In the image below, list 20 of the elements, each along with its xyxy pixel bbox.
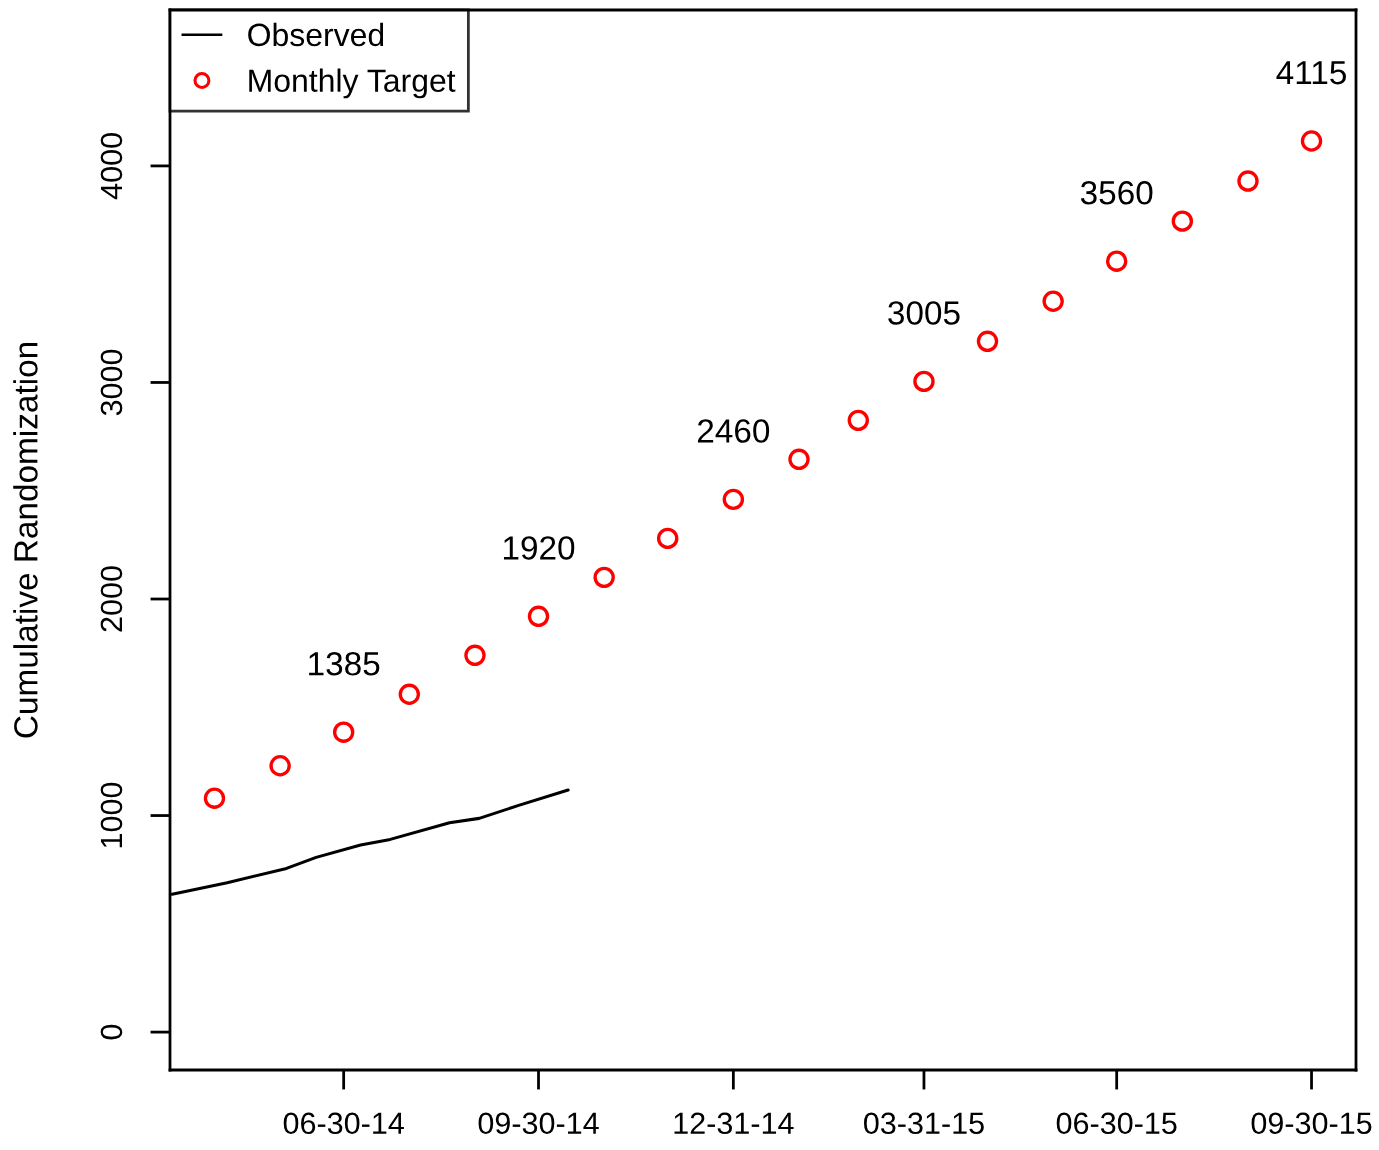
data-label: 2460 <box>697 419 770 443</box>
x-tick-label: 06-30-15 <box>1056 1112 1177 1135</box>
y-axis-title: Cumulative Randomization <box>13 342 38 738</box>
x-tick-label: 09-30-14 <box>478 1112 599 1135</box>
y-tick-label: 2000 <box>100 566 123 632</box>
y-tick-label: 3000 <box>100 349 123 416</box>
data-label: 1920 <box>503 536 575 560</box>
y-tick-label: 1000 <box>100 782 123 848</box>
data-label: 3005 <box>888 301 960 325</box>
legend-label: Observed <box>248 22 384 47</box>
y-tick-label: 0 <box>100 1024 123 1040</box>
legend-label: Monthly Target <box>249 68 456 99</box>
data-label: 4115 <box>1276 61 1346 85</box>
x-tick-label: 09-30-15 <box>1251 1112 1372 1135</box>
data-label: 1385 <box>309 651 380 676</box>
x-tick-label: 12-31-14 <box>674 1112 794 1135</box>
y-tick-label: 4000 <box>100 133 123 200</box>
x-tick-label: 06-30-14 <box>283 1112 404 1135</box>
data-label: 3560 <box>1080 181 1153 205</box>
x-tick-label: 03-31-15 <box>864 1112 984 1135</box>
